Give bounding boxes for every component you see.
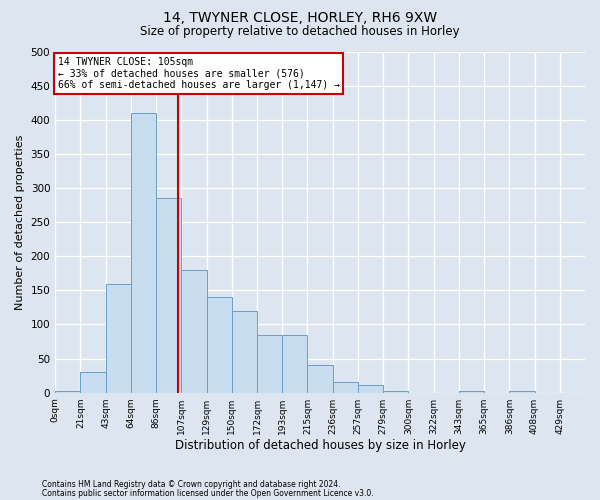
Bar [106,284,131,393]
Bar [307,366,332,392]
Bar [459,390,484,392]
Bar [358,384,383,392]
Bar [282,334,307,392]
Bar [131,113,156,392]
Bar [206,297,232,392]
Bar [156,198,181,392]
Text: 14 TWYNER CLOSE: 105sqm
← 33% of detached houses are smaller (576)
66% of semi-d: 14 TWYNER CLOSE: 105sqm ← 33% of detache… [58,57,340,90]
Y-axis label: Number of detached properties: Number of detached properties [15,134,25,310]
Text: Size of property relative to detached houses in Horley: Size of property relative to detached ho… [140,25,460,38]
Bar [332,382,358,392]
X-axis label: Distribution of detached houses by size in Horley: Distribution of detached houses by size … [175,440,466,452]
Bar [181,270,206,392]
Text: Contains public sector information licensed under the Open Government Licence v3: Contains public sector information licen… [42,488,374,498]
Bar [257,334,282,392]
Text: Contains HM Land Registry data © Crown copyright and database right 2024.: Contains HM Land Registry data © Crown c… [42,480,341,489]
Bar [232,311,257,392]
Text: 14, TWYNER CLOSE, HORLEY, RH6 9XW: 14, TWYNER CLOSE, HORLEY, RH6 9XW [163,11,437,25]
Bar [80,372,106,392]
